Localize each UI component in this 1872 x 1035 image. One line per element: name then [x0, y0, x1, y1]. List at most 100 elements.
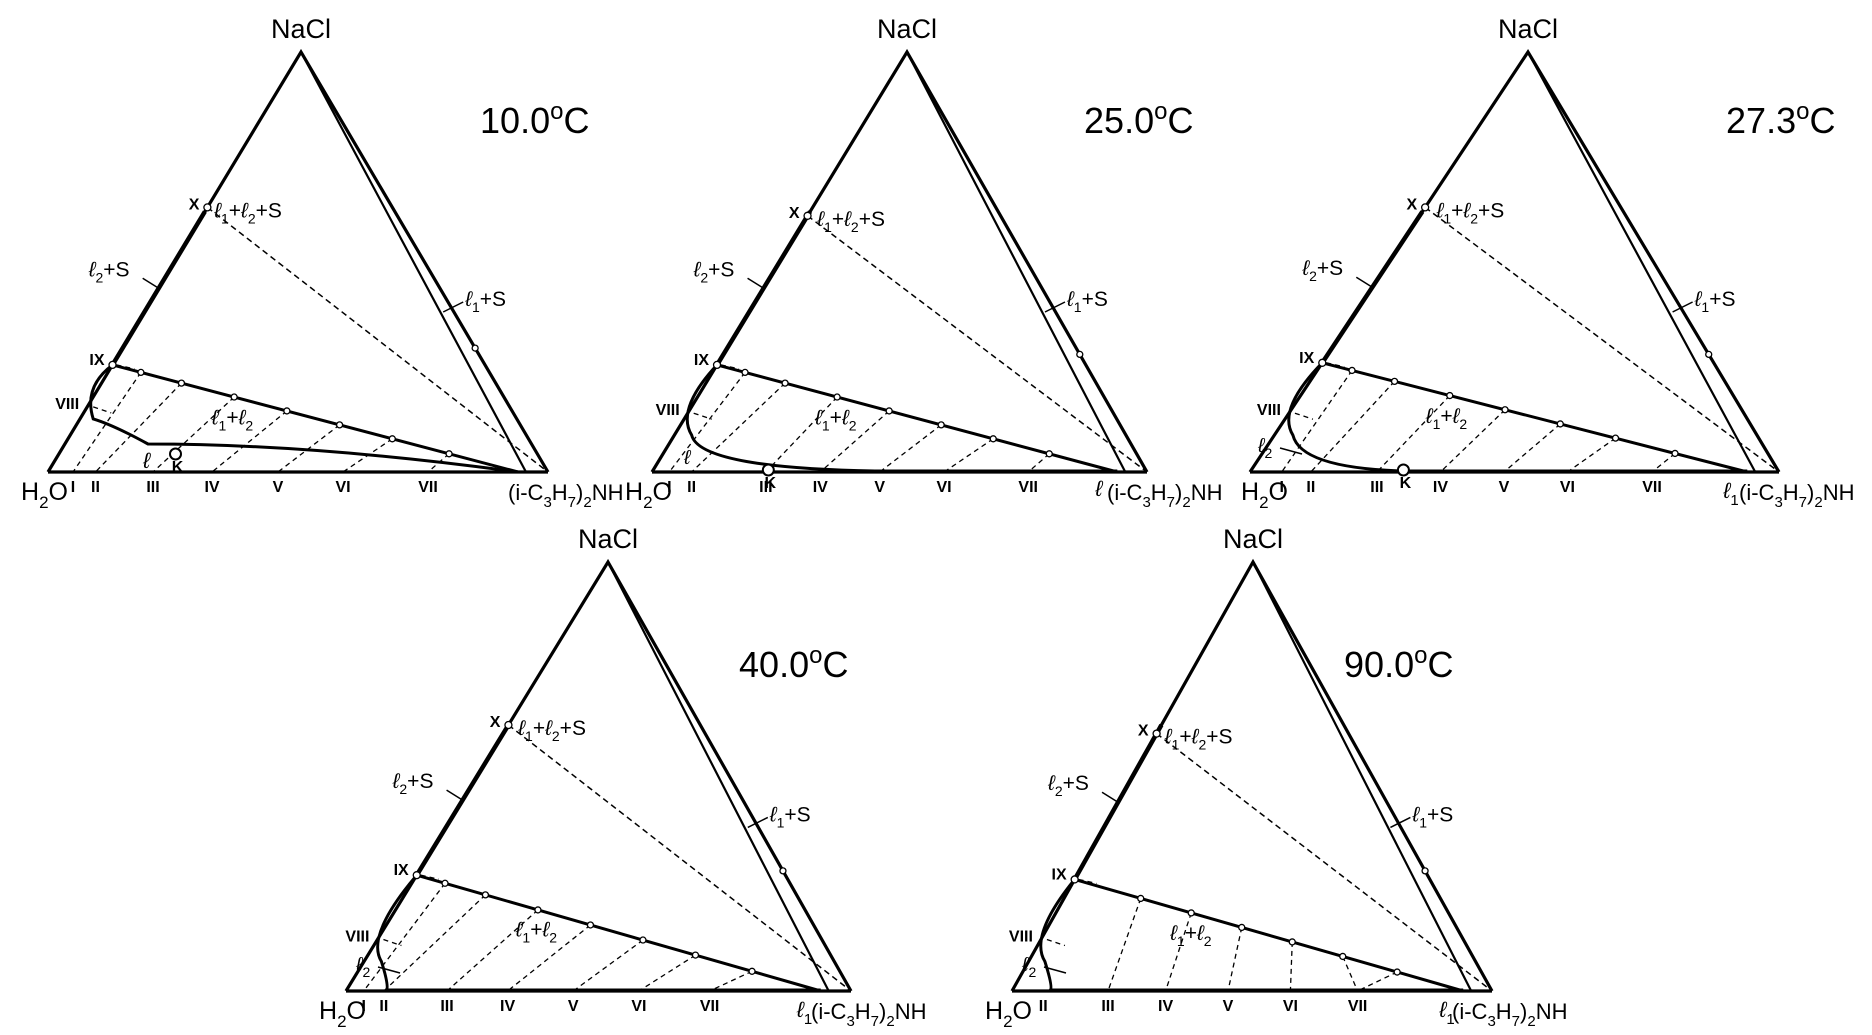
section-label-vii: VII: [1642, 479, 1662, 496]
tie-point-3: [833, 393, 841, 401]
l2-solubility-curve: [414, 723, 511, 877]
ix-marker: [720, 364, 740, 370]
tie-line-7: [709, 970, 753, 992]
tie-line-4: [819, 410, 890, 473]
point-ix: [108, 360, 117, 370]
section-label-x: X: [490, 714, 501, 731]
section-label-v: V: [1499, 479, 1510, 496]
section-label-vii: VII: [1348, 998, 1368, 1015]
section-label-iv: IV: [204, 479, 219, 496]
temperature-label: 90.0oC: [1344, 642, 1453, 685]
region-two-liquid-label: ℓ1+ℓ2: [211, 406, 254, 433]
tie-point-6: [691, 951, 700, 959]
phase-diagram-2: K NaCl H2O (i-C3H7)2NH 25.0oC ℓ1+ℓ2+S ℓ2+S ℓ1+S…: [625, 14, 1222, 512]
tie-point-2: [781, 379, 789, 387]
l1s-leader: [1672, 301, 1693, 313]
section-label-v: V: [874, 479, 885, 496]
region-l1-s-label: ℓ1+S: [1066, 288, 1108, 315]
section-label-iii: III: [1101, 998, 1114, 1015]
section-label-viii: VIII: [1009, 929, 1033, 946]
section-label-v: V: [568, 998, 579, 1015]
tie-line-1: [363, 882, 446, 992]
tie-point-3: [1446, 391, 1454, 400]
tie-point-5: [335, 421, 344, 429]
tie-line-2: [383, 894, 486, 992]
tie-point-1: [137, 368, 145, 377]
tie-line-5: [277, 424, 340, 473]
tie-point-1: [741, 368, 749, 377]
section-label-ii: II: [687, 479, 696, 496]
section-label-v: V: [273, 479, 284, 496]
tie-line-6: [1342, 956, 1359, 992]
region-one-liquid-label: ℓ: [142, 448, 151, 473]
region-l2-s-label: ℓ2+S: [1301, 257, 1343, 284]
tie-line-6: [342, 438, 393, 473]
point-b1: [1421, 867, 1429, 875]
tie-point-5: [1288, 938, 1296, 946]
vertex-nacl-label: NaCl: [1498, 14, 1558, 44]
tie-point-2: [481, 891, 490, 899]
three-phase-tie-line: [507, 724, 852, 992]
tie-line-1: [1281, 370, 1353, 473]
tie-line-4: [1227, 927, 1243, 992]
ix-marker: [116, 364, 135, 370]
binodal-upper-branch: [1321, 361, 1748, 474]
point-x: [1420, 203, 1430, 212]
region-l2-s-label: ℓ2+S: [693, 258, 735, 285]
ix-marker: [1326, 362, 1345, 368]
section-label-iv: IV: [813, 479, 828, 496]
l1s-leader: [1044, 301, 1066, 313]
binodal-upper-branch: [1074, 878, 1464, 993]
region-two-liquid-label: ℓ1+ℓ2: [515, 919, 558, 946]
region-l2-s-label: ℓ2+S: [392, 770, 434, 797]
tie-point-3: [534, 906, 542, 914]
point-x: [203, 203, 212, 212]
section-label-viii: VIII: [656, 402, 680, 419]
l2s-leader: [1355, 276, 1373, 288]
binodal-lower-branch: [89, 363, 519, 474]
vertex-nacl-label: NaCl: [271, 14, 331, 44]
l1-saturation-line: [300, 51, 527, 473]
critical-point-k: [1396, 463, 1410, 477]
tie-point-6: [1611, 434, 1620, 442]
viii-marker: [1046, 938, 1066, 947]
section-label-vi: VI: [936, 479, 951, 496]
l1s-leader: [442, 301, 464, 313]
section-label-vii: VII: [700, 998, 720, 1015]
section-label-i: I: [361, 998, 365, 1015]
region-l1-s-label: ℓ1+S: [1411, 803, 1453, 830]
section-label-iv: IV: [500, 998, 515, 1015]
tie-line-7: [1651, 452, 1676, 473]
section-label-vi: VI: [631, 998, 646, 1015]
tie-line-6: [638, 954, 696, 992]
tie-line-4: [211, 410, 288, 473]
viii-marker: [693, 412, 712, 420]
critical-point-label: K: [765, 475, 777, 492]
tie-point-3: [230, 393, 238, 401]
three-phase-tie-line: [1156, 733, 1493, 992]
vertex-h2o-label: H2O: [1241, 478, 1288, 512]
section-label-iii: III: [146, 479, 159, 496]
tie-point-5: [1556, 420, 1564, 428]
section-label-v: V: [1223, 998, 1234, 1015]
tie-point-6: [388, 435, 396, 443]
vertex-h2o-label: H2O: [319, 997, 366, 1031]
region-l2-bottom-label: ℓ2: [1021, 954, 1036, 980]
section-label-viii: VIII: [1257, 402, 1281, 419]
critical-point-label: K: [172, 459, 184, 476]
l1-saturation-line: [607, 561, 830, 992]
point-ix: [1318, 358, 1327, 367]
l1-saturation-line: [1527, 51, 1757, 473]
tie-line-1: [72, 372, 142, 473]
tie-point-7: [445, 450, 453, 458]
tie-point-4: [885, 407, 893, 415]
vertex-h2o-label: H2O: [625, 478, 672, 512]
region-l2-bottom-label: ℓ2: [1257, 435, 1272, 461]
region-one-liquid-label: ℓ: [683, 447, 692, 469]
three-phase-tie-line: [206, 206, 549, 473]
tie-line-3: [1164, 912, 1192, 992]
viii-marker: [1294, 412, 1314, 420]
l1-saturation-line: [1252, 561, 1473, 992]
section-label-ix: IX: [89, 352, 104, 369]
